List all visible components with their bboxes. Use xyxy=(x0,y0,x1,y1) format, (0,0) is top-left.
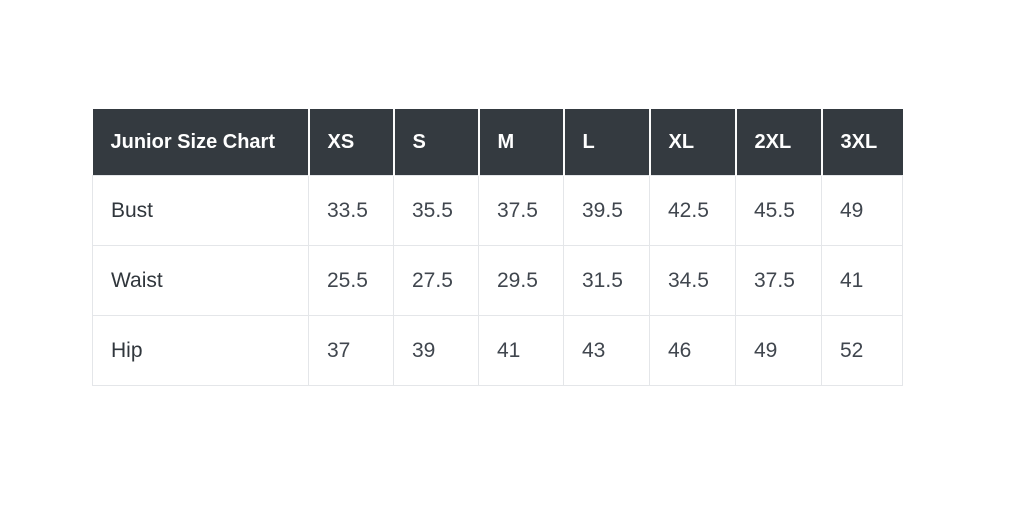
table-title-cell: Junior Size Chart xyxy=(92,109,309,176)
waist-xs-cell: 25.5 xyxy=(308,245,394,316)
hip-2xl-cell: 49 xyxy=(735,315,822,386)
table-row-hip: Hip 37 39 41 43 46 49 52 xyxy=(92,315,903,386)
bust-s-cell: 35.5 xyxy=(393,175,479,246)
row-label-hip: Hip xyxy=(92,315,309,386)
header-cell-xl: XL xyxy=(648,109,736,176)
header-cell-m: M xyxy=(477,109,564,176)
hip-xs-cell: 37 xyxy=(308,315,394,386)
table-row-bust: Bust 33.5 35.5 37.5 39.5 42.5 45.5 49 xyxy=(92,175,903,246)
hip-l-cell: 43 xyxy=(563,315,650,386)
bust-3xl-cell: 49 xyxy=(821,175,903,246)
bust-xl-cell: 42.5 xyxy=(649,175,736,246)
header-cell-3xl: 3XL xyxy=(820,109,903,176)
hip-3xl-cell: 52 xyxy=(821,315,903,386)
hip-m-cell: 41 xyxy=(478,315,564,386)
header-cell-xs: XS xyxy=(307,109,394,176)
bust-l-cell: 39.5 xyxy=(563,175,650,246)
junior-size-chart-table: Junior Size Chart XS S M L XL 2XL 3XL Bu… xyxy=(92,109,903,386)
waist-xl-cell: 34.5 xyxy=(649,245,736,316)
waist-3xl-cell: 41 xyxy=(821,245,903,316)
row-label-bust: Bust xyxy=(92,175,309,246)
header-cell-s: S xyxy=(392,109,479,176)
hip-xl-cell: 46 xyxy=(649,315,736,386)
header-cell-2xl: 2XL xyxy=(734,109,822,176)
table-row-waist: Waist 25.5 27.5 29.5 31.5 34.5 37.5 41 xyxy=(92,245,903,316)
header-row: Junior Size Chart XS S M L XL 2XL 3XL xyxy=(92,109,903,176)
bust-m-cell: 37.5 xyxy=(478,175,564,246)
waist-l-cell: 31.5 xyxy=(563,245,650,316)
header-cell-l: L xyxy=(562,109,650,176)
waist-2xl-cell: 37.5 xyxy=(735,245,822,316)
hip-s-cell: 39 xyxy=(393,315,479,386)
row-label-waist: Waist xyxy=(92,245,309,316)
bust-xs-cell: 33.5 xyxy=(308,175,394,246)
bust-2xl-cell: 45.5 xyxy=(735,175,822,246)
waist-s-cell: 27.5 xyxy=(393,245,479,316)
waist-m-cell: 29.5 xyxy=(478,245,564,316)
